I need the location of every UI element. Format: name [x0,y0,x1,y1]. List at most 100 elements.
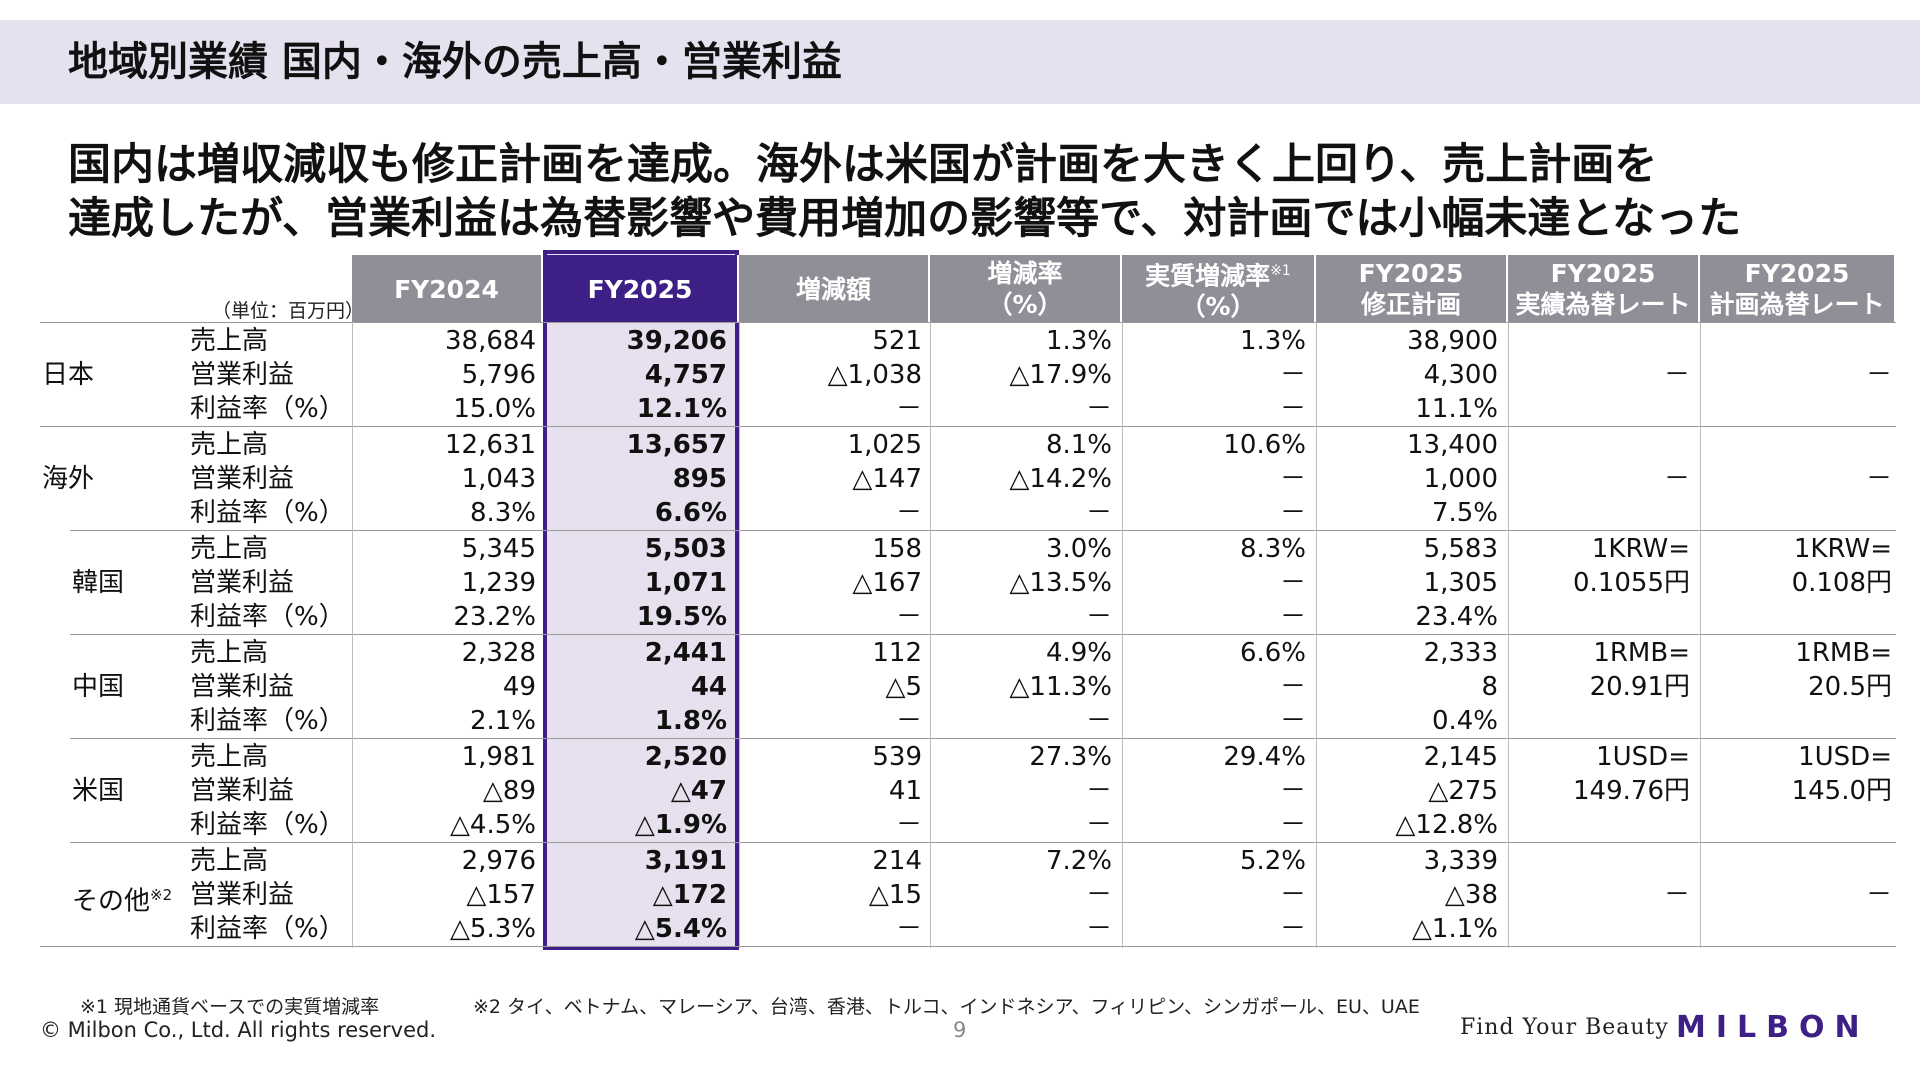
table-cell: 1,239 [461,568,536,598]
fx-plan-rate: 1USD= 145.0円 [1792,740,1892,808]
fx-actual-line: － [1663,360,1690,390]
table-cell: 38,900 [1407,326,1498,356]
table-cell: － [1279,464,1306,494]
table-cell: － [1279,498,1306,528]
column-divider [1316,322,1317,948]
table-cell: △4.5% [449,810,536,840]
fx-plan-rate: － [1866,878,1892,912]
column-header-1: FY2024 [352,255,543,323]
table-cell: 6.6% [1239,638,1306,668]
row-label: 売上高 [190,326,269,356]
table-cell: － [895,498,922,528]
column-header-line1: FY2024 [394,274,499,304]
table-cell: － [1279,880,1306,910]
column-header-line2: 実績為替レート [1515,290,1691,319]
table-cell: 8.3% [1239,534,1306,564]
fx-actual-line: － [1663,880,1690,910]
row-label: 営業利益 [190,464,295,494]
table-cell: － [1279,914,1306,944]
table-cell: － [895,706,922,736]
table-cell: 112 [872,638,922,668]
table-cell: 4,757 [644,360,727,390]
fx-plan-line: － [1865,464,1892,494]
table-cell: 23.2% [453,602,536,632]
table-cell: 6.6% [654,498,727,528]
row-label: 利益率（%） [190,498,345,528]
column-header-4: 増減率 （%） [930,255,1122,323]
table-cell: 521 [872,326,922,356]
table-cell: △275 [1428,776,1498,806]
table-cell: 44 [690,672,727,702]
fx-plan-line: 0.108円 [1791,568,1892,598]
table-cell: 4.9% [1045,638,1112,668]
headline-line-2: 達成したが、営業利益は為替影響や費用増加の影響等で、対計画では小幅未達となった [68,194,1742,244]
fx-plan-line: － [1865,880,1892,910]
table-cell: △11.3% [1009,672,1112,702]
table-cell: △1.9% [634,810,727,840]
table-cell: － [1085,706,1112,736]
table-cell: 1,305 [1423,568,1498,598]
row-label: 利益率（%） [190,914,345,944]
table-cell: 5,345 [461,534,536,564]
table-cell: － [1279,360,1306,390]
group-separator [70,634,1896,635]
table-cell: 895 [672,464,727,494]
table-cell: △12.8% [1395,810,1498,840]
table-cell: 1,025 [847,430,922,460]
region-name: 米国 [72,776,125,806]
table-cell: 2,520 [644,742,727,772]
table-cell: － [1279,602,1306,632]
table-cell: － [895,914,922,944]
row-label: 営業利益 [190,672,295,702]
table-cell: 1,981 [461,742,536,772]
column-header-7: FY2025 実績為替レート [1508,255,1700,323]
table-cell: 158 [872,534,922,564]
milbon-logo: MILBON [1676,1010,1870,1045]
fx-plan-line: － [1865,360,1892,390]
column-header-6: FY2025 修正計画 [1316,255,1508,323]
table-cell: 539 [872,742,922,772]
table-cell: 1,043 [461,464,536,494]
table-cell: △15 [868,880,922,910]
table-cell: 12.1% [636,394,727,424]
region-name: その他 [72,886,151,917]
fx-actual-line: － [1663,464,1690,494]
table-cell: 2.1% [469,706,536,736]
table-cell: 1.3% [1045,326,1112,356]
column-divider [739,322,740,948]
table-cell: △14.2% [1009,464,1112,494]
table-cell: 13,400 [1407,430,1498,460]
column-divider [1122,322,1123,948]
table-cell: 8.3% [469,498,536,528]
fx-actual-rate: 1KRW= 0.1055円 [1573,532,1690,600]
fx-plan-line: 145.0円 [1791,776,1892,806]
table-cell: 27.3% [1029,742,1112,772]
table-cell: 41 [888,776,922,806]
table-cell: 5,583 [1423,534,1498,564]
group-separator [70,842,1896,843]
table-cell: △38 [1444,880,1498,910]
table-cell: 8.1% [1045,430,1112,460]
column-header-line1: FY2025 [1358,259,1464,288]
column-header-note: ※1 [1270,262,1291,279]
column-header-3: 増減額 [739,255,930,323]
copyright: © Milbon Co., Ltd. All rights reserved. [40,1018,437,1042]
column-header-line1: FY2025 [1744,259,1850,288]
table-cell: － [1085,810,1112,840]
table-cell: △13.5% [1009,568,1112,598]
table-cell: － [1085,498,1112,528]
region-label: 日本 [42,358,94,392]
table-cell: 29.4% [1223,742,1306,772]
column-header-line2: 修正計画 [1360,290,1461,319]
table-cell: 1,000 [1423,464,1498,494]
table-cell: 7.2% [1045,846,1112,876]
table-cell: 10.6% [1223,430,1306,460]
region-name: 中国 [72,672,125,702]
fx-plan-rate: － [1866,358,1892,392]
table-cell: 39,206 [626,326,727,356]
column-header-line2: （%） [987,290,1063,319]
table-cell: 3.0% [1045,534,1112,564]
column-header-8: FY2025 計画為替レート [1700,255,1896,323]
table-cell: － [1279,810,1306,840]
table-cell: 3,339 [1423,846,1498,876]
